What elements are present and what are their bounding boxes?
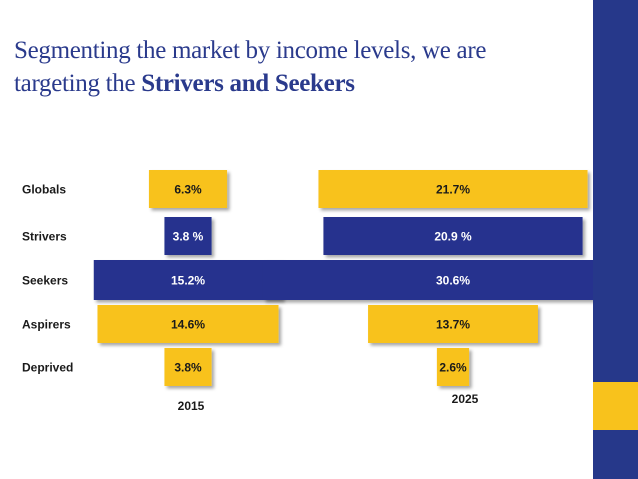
bar-2025-globals xyxy=(318,170,588,208)
bar-2015-strivers xyxy=(164,217,212,255)
sidebar-yellow-band xyxy=(593,382,638,430)
title-line-2: targeting the xyxy=(14,70,142,97)
data-label-2015-strivers: 3.8 % xyxy=(173,230,204,244)
bar-2025-aspirers xyxy=(368,305,538,343)
category-label-seekers: Seekers xyxy=(22,274,68,288)
slide-sidebar xyxy=(593,0,638,479)
data-label-2015-globals: 6.3% xyxy=(174,183,202,197)
title-line-1: Segmenting the market by income levels, … xyxy=(14,37,487,64)
bar-2025-strivers xyxy=(323,217,583,255)
category-label-globals: Globals xyxy=(22,183,66,197)
bar-2025-deprived xyxy=(436,348,470,386)
data-label-2025-seekers: 30.6% xyxy=(436,274,470,288)
series-label-2015: 2015 xyxy=(178,399,205,413)
sidebar-blue-band-top xyxy=(593,0,638,382)
data-label-2015-aspirers: 14.6% xyxy=(171,318,205,332)
bar-2015-seekers xyxy=(93,260,283,300)
data-label-2025-aspirers: 13.7% xyxy=(436,318,470,332)
data-label-2015-deprived: 3.8% xyxy=(174,361,202,375)
bar-2015-aspirers xyxy=(97,305,279,343)
data-label-2025-globals: 21.7% xyxy=(436,183,470,197)
bar-2025-seekers xyxy=(263,260,593,300)
series-label-2025: 2025 xyxy=(452,392,479,406)
category-label-deprived: Deprived xyxy=(22,361,73,375)
data-label-2015-seekers: 15.2% xyxy=(171,274,205,288)
sidebar-blue-band-bottom xyxy=(593,430,638,479)
category-label-aspirers: Aspirers xyxy=(22,318,71,332)
income-funnel-chart: Globals Strivers Seekers Aspirers Deprived 6.… xyxy=(22,170,593,413)
category-label-strivers: Strivers xyxy=(22,230,67,244)
bar-2015-globals xyxy=(148,170,228,208)
title-highlight: Strivers and Seekers xyxy=(141,70,355,97)
data-label-2025-deprived: 2.6% xyxy=(439,361,467,375)
bar-2015-deprived xyxy=(164,348,212,386)
data-label-2025-strivers: 20.9 % xyxy=(434,230,472,244)
slide-title: Segmenting the market by income levels, … xyxy=(14,34,584,100)
